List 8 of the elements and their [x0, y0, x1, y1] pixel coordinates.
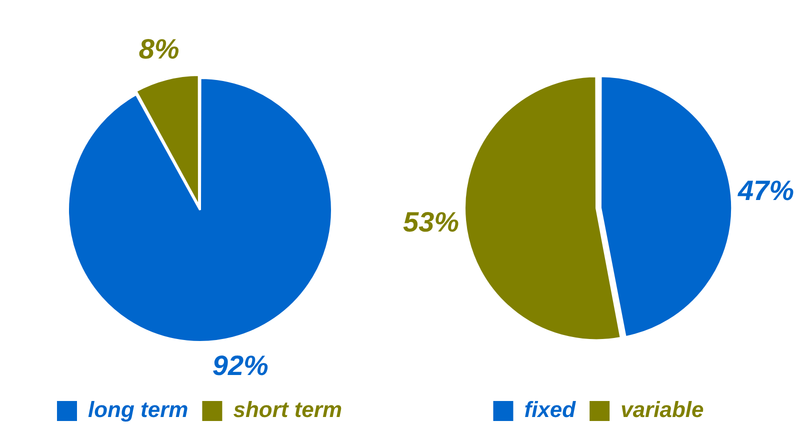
data-label: 47%	[736, 174, 794, 206]
legend-label: variable	[620, 397, 704, 422]
data-label: 92%	[212, 350, 269, 381]
data-label: 8%	[138, 33, 180, 64]
data-label: 53%	[402, 206, 460, 238]
legend-label: long term	[88, 397, 188, 422]
legend-label: fixed	[524, 397, 576, 422]
legend-label: short term	[233, 397, 342, 422]
